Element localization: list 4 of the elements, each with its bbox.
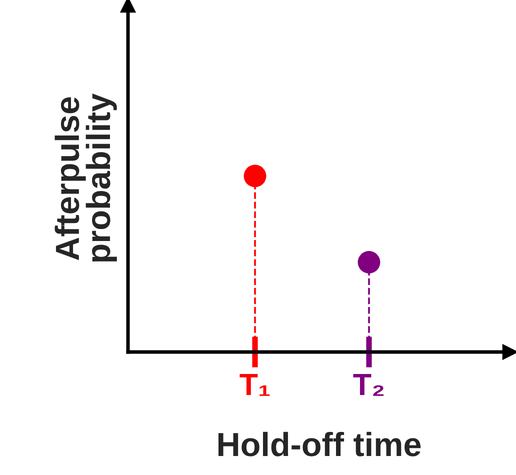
x-tick-label: T₁ <box>240 374 270 396</box>
x-tick-label: T₂ <box>353 374 384 396</box>
y-axis-title: Afterpulse probability <box>54 93 117 262</box>
x-axis-title: Hold-off time <box>218 432 421 456</box>
